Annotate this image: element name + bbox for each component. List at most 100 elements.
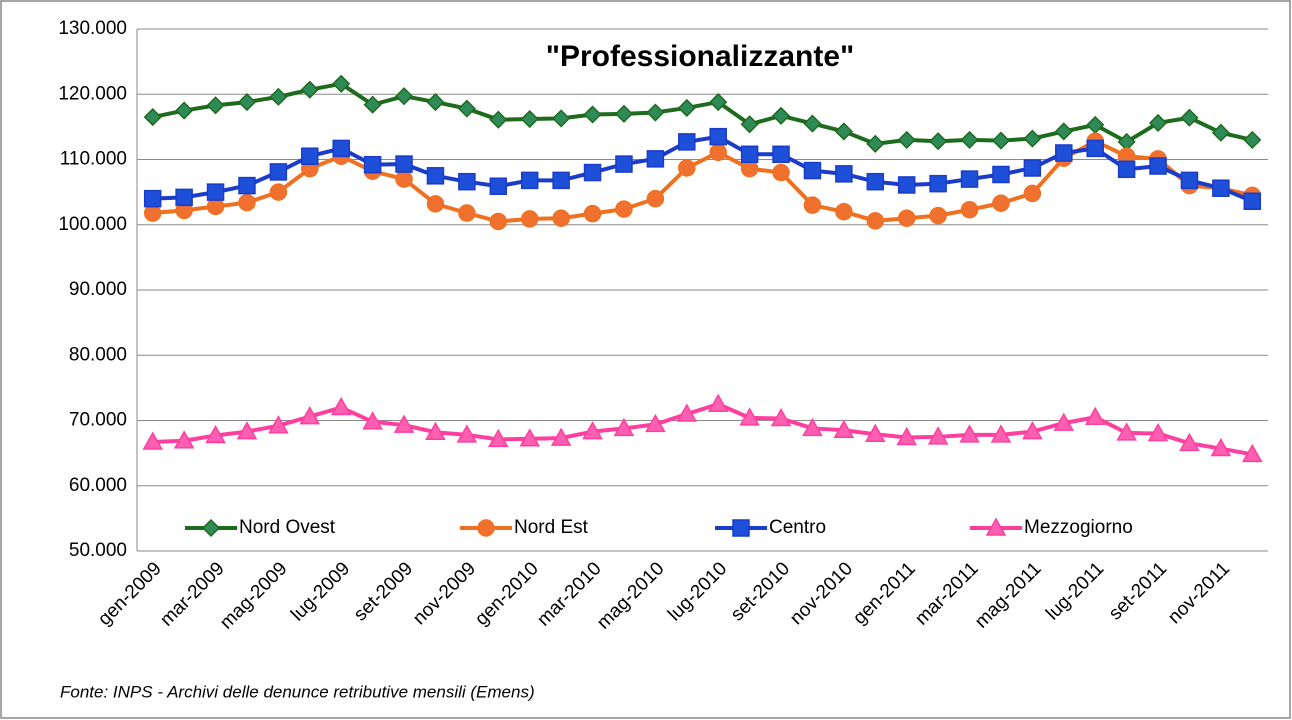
marker (990, 424, 1012, 443)
marker (175, 101, 194, 120)
marker (615, 200, 633, 218)
marker (175, 188, 193, 207)
marker (552, 109, 571, 128)
legend-marker (985, 517, 1007, 536)
marker (268, 415, 289, 434)
marker (929, 174, 947, 193)
marker (929, 206, 947, 225)
legend-label: Centro (769, 517, 826, 538)
marker (803, 114, 822, 133)
marker (395, 170, 413, 188)
marker (615, 155, 633, 173)
marker (646, 103, 665, 122)
marker (142, 431, 163, 450)
marker (645, 413, 666, 433)
marker (238, 176, 256, 195)
marker (583, 105, 602, 124)
marker (426, 195, 445, 213)
marker (237, 93, 257, 112)
marker (960, 200, 979, 219)
y-tick-label: 90.000 (69, 279, 127, 300)
marker (1212, 179, 1230, 197)
marker (770, 408, 792, 427)
marker (1149, 157, 1167, 175)
marker (740, 145, 759, 164)
marker (519, 428, 540, 447)
marker (363, 155, 382, 174)
marker (426, 93, 445, 112)
marker (332, 139, 350, 158)
marker (489, 177, 508, 196)
marker (676, 403, 698, 422)
marker (866, 212, 885, 230)
marker (520, 109, 539, 129)
marker (740, 159, 759, 178)
marker (739, 407, 760, 426)
marker (709, 127, 727, 146)
marker (897, 176, 916, 194)
marker (1053, 412, 1075, 431)
marker (803, 196, 822, 214)
marker (456, 424, 478, 443)
marker (1179, 432, 1200, 452)
marker (927, 426, 949, 445)
marker (1023, 184, 1042, 203)
marker (425, 421, 446, 440)
marker (1116, 422, 1137, 441)
marker (866, 172, 885, 191)
marker (393, 414, 415, 433)
marker (1210, 438, 1232, 457)
marker (269, 163, 288, 181)
marker (740, 115, 759, 134)
y-tick-label: 100.000 (58, 214, 127, 235)
marker (1055, 144, 1073, 162)
y-tick-label: 70.000 (69, 410, 127, 431)
marker (835, 165, 853, 183)
marker (458, 204, 476, 222)
marker (802, 417, 823, 437)
marker (709, 93, 728, 112)
marker (582, 421, 603, 440)
marker (362, 411, 383, 430)
y-tick-label: 130.000 (58, 18, 127, 39)
marker (143, 108, 162, 127)
marker (1117, 160, 1136, 179)
marker (866, 134, 885, 153)
marker (489, 212, 508, 231)
marker (865, 423, 886, 442)
marker (426, 167, 445, 185)
legend-label: Nord Est (514, 517, 589, 538)
marker (395, 155, 413, 173)
chart-title: "Professionalizzante" (546, 40, 855, 73)
marker (772, 145, 790, 164)
marker (143, 204, 162, 222)
marker (550, 427, 572, 446)
marker (300, 80, 319, 99)
marker (332, 74, 351, 93)
y-tick-label: 80.000 (69, 344, 127, 365)
legend-marker (201, 518, 221, 538)
marker (1180, 108, 1199, 127)
marker (363, 95, 382, 114)
marker (489, 110, 508, 129)
marker (678, 159, 696, 177)
marker (772, 163, 790, 182)
marker (143, 189, 162, 208)
marker (552, 209, 570, 227)
marker (269, 87, 288, 106)
marker (520, 210, 539, 228)
legend-label: Mezzogiorno (1024, 517, 1133, 538)
marker (206, 183, 225, 201)
marker (1054, 122, 1073, 141)
marker (833, 419, 855, 439)
marker (1243, 192, 1262, 211)
marker (299, 406, 321, 425)
marker (929, 132, 948, 151)
legend-marker (477, 519, 495, 537)
marker (206, 96, 225, 115)
marker (236, 421, 258, 440)
marker (520, 171, 539, 190)
marker (394, 87, 414, 106)
marker (677, 98, 696, 118)
